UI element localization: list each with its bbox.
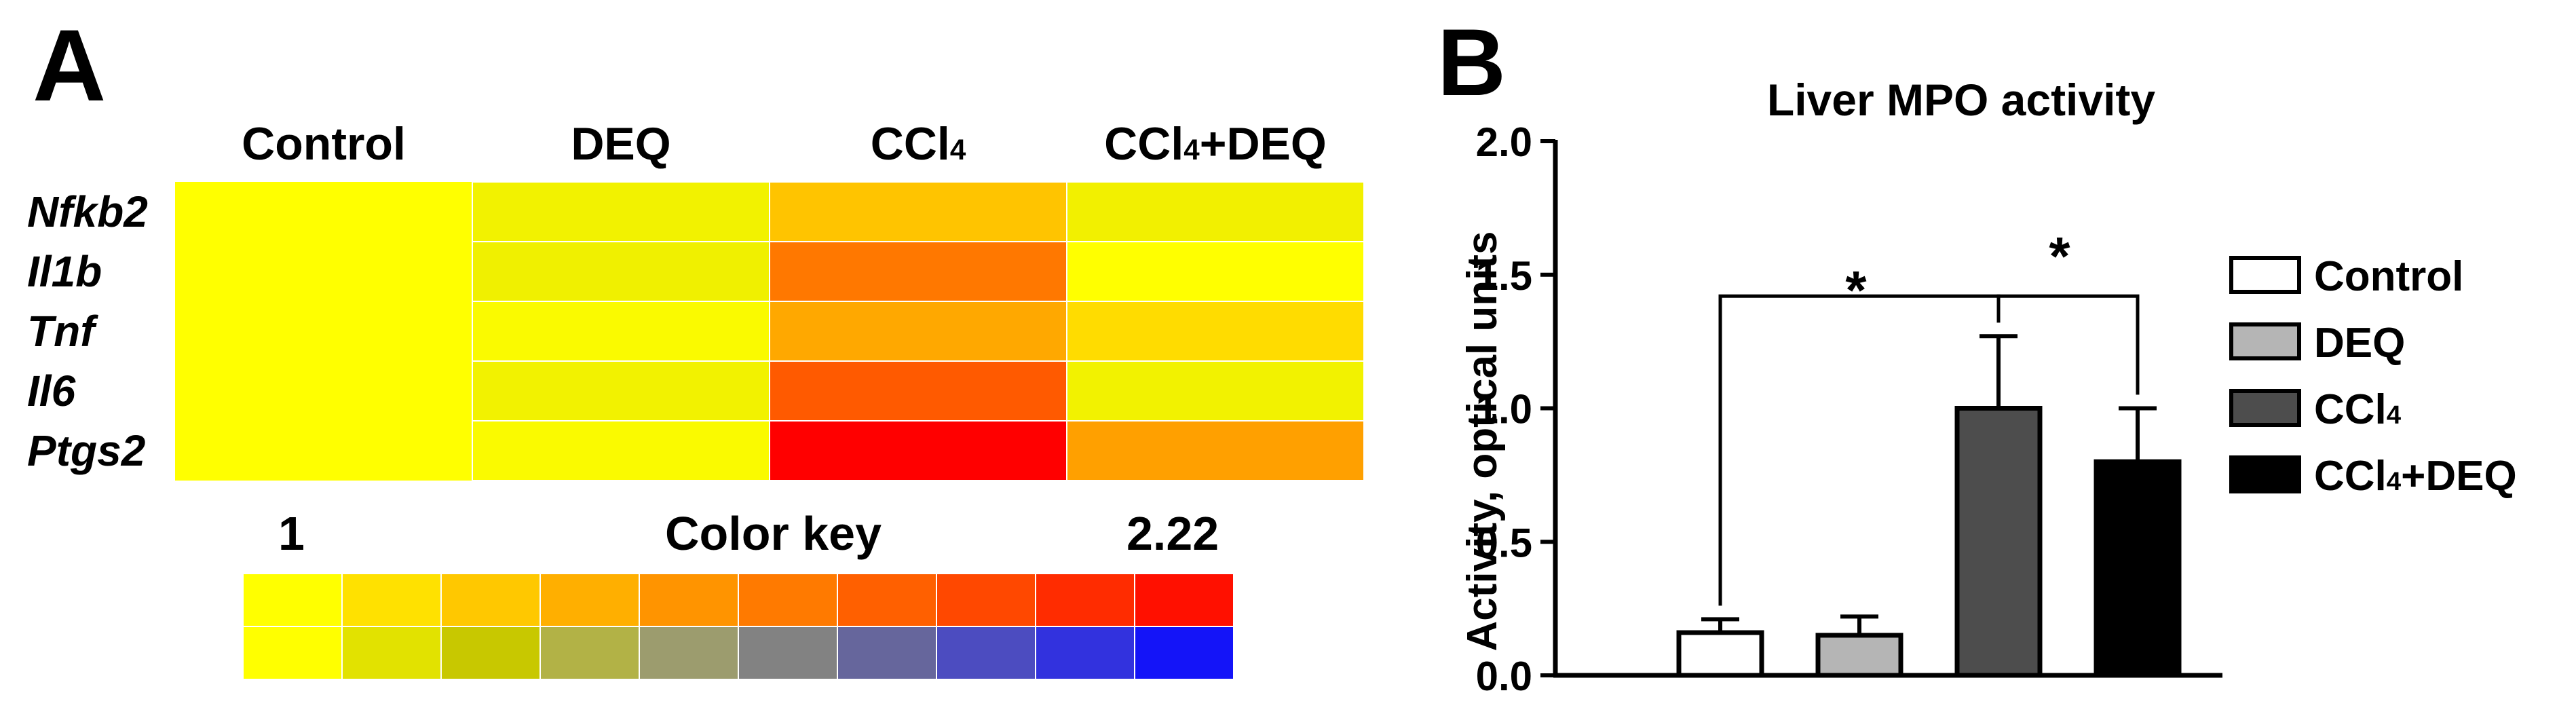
heatmap-cell	[175, 242, 472, 301]
heatmap-row-label: Tnf	[27, 307, 98, 356]
y-tick-label: 1.0	[1476, 387, 1532, 432]
panel-a-letter: A	[33, 8, 106, 122]
color-key-swatch	[1035, 573, 1135, 627]
heatmap-row-label: Il6	[27, 367, 76, 415]
legend-label: CCl4+DEQ	[2314, 453, 2517, 500]
heatmap-column-label: CCl4	[871, 118, 966, 170]
heatmap-column-labels: Control DEQ CCl4 CCl4+DEQ	[242, 118, 1327, 170]
heatmap-row-label: Nfkb2	[27, 187, 148, 236]
color-key-swatch	[341, 573, 442, 627]
heatmap-cell	[1066, 301, 1365, 362]
color-key-swatch	[440, 573, 541, 627]
significance-brackets	[1718, 294, 2140, 606]
color-key-swatch	[639, 573, 739, 627]
heatmap-cell	[472, 360, 770, 421]
bar	[1676, 630, 1764, 678]
legend-label: CCl4	[2314, 386, 2402, 433]
heatmap-cell	[1066, 420, 1365, 481]
y-tick-label: 0.5	[1476, 520, 1532, 565]
legend-swatch	[2229, 322, 2301, 360]
heatmap-row-label: Ptgs2	[27, 426, 145, 475]
color-key-max-label: 2.22	[1126, 507, 1219, 560]
legend-label: DEQ	[2314, 320, 2405, 367]
heatmap-cell	[472, 241, 770, 302]
color-key-swatch	[738, 573, 838, 627]
y-tick-label: 1.5	[1476, 253, 1532, 299]
legend: Control DEQ CCl4 CCl4+DEQ	[2229, 253, 2517, 500]
heatmap-cell	[769, 301, 1067, 362]
heatmap-cell	[769, 241, 1067, 302]
heatmap-cell	[472, 181, 770, 242]
heatmap-cell	[1066, 360, 1365, 421]
color-key-min-label: 1	[278, 507, 305, 560]
heatmap-cell	[1066, 241, 1365, 302]
color-key-swatch	[1134, 573, 1234, 627]
significance-star-1: *	[1845, 260, 1867, 320]
heatmap-cell	[175, 361, 472, 421]
heatmap-cell	[769, 360, 1067, 421]
legend-swatch	[2229, 389, 2301, 427]
heatmap-row-labels: Nfkb2 Il1b Tnf Il6 Ptgs2	[27, 187, 148, 475]
heatmap-column-label: Control	[242, 118, 406, 170]
heatmap-column-label: DEQ	[571, 118, 670, 170]
color-key-swatch	[1035, 626, 1135, 680]
heatmap-cell	[472, 420, 770, 481]
heatmap-cell	[175, 182, 472, 242]
panel-b: B Liver MPO activity Activity, optical u…	[1437, 9, 2517, 699]
legend-swatch	[2229, 455, 2301, 493]
chart-title: Liver MPO activity	[1767, 75, 2156, 125]
bar	[1815, 633, 1903, 678]
panel-b-letter: B	[1437, 9, 1506, 115]
color-key	[242, 573, 1234, 680]
heatmap-row-label: Il1b	[27, 247, 102, 296]
color-key-swatch	[242, 573, 343, 627]
heatmap-cell	[1066, 181, 1365, 242]
significance-bracket	[1996, 294, 2140, 395]
heatmap-cell	[175, 301, 472, 361]
color-key-swatch	[837, 573, 937, 627]
legend-swatch	[2229, 256, 2301, 294]
color-key-swatch	[738, 626, 838, 680]
y-tick-label: 2.0	[1476, 119, 1532, 165]
color-key-swatch	[242, 626, 343, 680]
y-axis-label: Activity, optical units	[1459, 231, 1506, 652]
legend-label: Control	[2314, 253, 2463, 300]
color-key-swatch	[837, 626, 937, 680]
heatmap-cell	[769, 420, 1067, 481]
heatmap-cell	[472, 301, 770, 362]
color-key-swatch	[639, 626, 739, 680]
heatmap-cell	[175, 421, 472, 481]
color-key-swatch	[539, 626, 640, 680]
heatmap-cell	[769, 181, 1067, 242]
color-key-title: Color key	[665, 507, 882, 560]
color-key-swatch	[539, 573, 640, 627]
color-key-swatch	[440, 626, 541, 680]
bar	[2094, 459, 2182, 678]
heatmap-column-label: CCl4+DEQ	[1104, 118, 1327, 170]
color-key-swatch	[1134, 626, 1234, 680]
bar	[1954, 406, 2043, 678]
significance-star-2: *	[2049, 226, 2070, 286]
color-key-swatch	[936, 573, 1036, 627]
heatmap-cells	[175, 181, 1365, 481]
y-tick-label: 0.0	[1476, 654, 1532, 699]
bar-chart-bars	[1676, 334, 2182, 678]
color-key-swatch	[936, 626, 1036, 680]
panel-a: A Control DEQ CCl4 CCl4+DEQ Nfkb2 Il1b Tnf Il6…	[27, 8, 1365, 680]
color-key-swatch	[341, 626, 442, 680]
